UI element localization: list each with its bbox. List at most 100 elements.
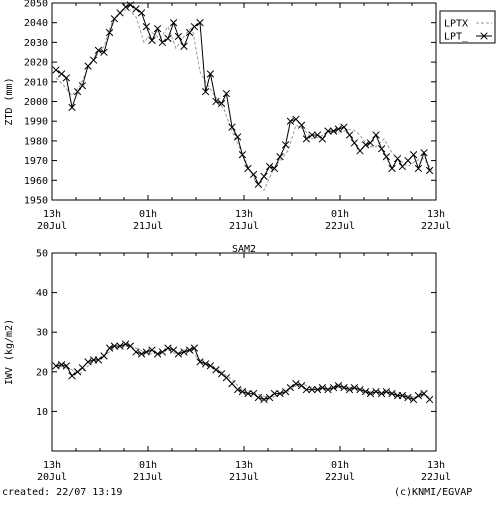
ztd-data-point: [361, 141, 370, 149]
x-marker-stroke: [158, 38, 167, 47]
x-marker-stroke: [372, 131, 380, 139]
x-marker-stroke: [334, 382, 343, 390]
iwv-data-point: [398, 391, 407, 400]
ztd-data-point: [254, 180, 263, 188]
x-marker-stroke: [206, 362, 215, 370]
x-marker-stroke: [57, 361, 66, 369]
x-marker-stroke: [132, 348, 140, 356]
x-marker-stroke: [116, 342, 124, 350]
x-marker-stroke: [414, 164, 423, 173]
ztd-data-point: [329, 127, 338, 135]
iwv-data-point: [372, 387, 380, 396]
ztd-ytick-label: 1960: [24, 176, 48, 187]
x-marker-stroke: [196, 358, 204, 366]
x-marker-stroke: [217, 99, 226, 108]
iwv-ytick-label: 40: [36, 288, 48, 299]
x-marker-stroke: [420, 389, 428, 398]
x-marker-stroke: [94, 46, 103, 54]
ztd-data-point: [324, 127, 332, 135]
x-marker-stroke: [276, 389, 284, 398]
ztd-data-point: [398, 162, 407, 171]
x-marker-stroke: [425, 166, 434, 175]
x-marker-stroke: [174, 32, 183, 41]
x-marker-stroke: [265, 162, 274, 171]
iwv-xtick-label-hour: 13h: [43, 460, 61, 471]
ztd-data-point: [57, 70, 66, 78]
ztd-y-axis-label: ZTD (mm): [4, 77, 15, 125]
x-marker-stroke: [190, 22, 199, 31]
iwv-chart-title: SAM2: [232, 244, 256, 255]
ztd-ytick-label: 2040: [24, 18, 48, 29]
iwv-data-point: [345, 385, 354, 394]
iwv-data-point: [148, 346, 156, 354]
x-marker-stroke: [308, 385, 316, 394]
x-marker-stroke: [84, 62, 92, 70]
x-marker-stroke: [126, 1, 135, 9]
iwv-data-point: [196, 358, 204, 366]
iwv-data-point: [121, 340, 130, 348]
iwv-data-point: [414, 391, 423, 400]
ztd-data-point: [73, 87, 82, 96]
x-marker-stroke: [132, 5, 140, 13]
ztd-data-point: [94, 46, 103, 54]
iwv-xtick-label-hour: 01h: [331, 460, 349, 471]
ztd-data-point: [356, 147, 364, 155]
x-marker-stroke: [180, 42, 188, 50]
iwv-ytick-label: 20: [36, 367, 48, 378]
ztd-xtick-label-date: 20Jul: [37, 221, 67, 232]
x-marker-stroke: [281, 387, 290, 396]
iwv-data-point: [270, 389, 279, 398]
ztd-xtick-label-hour: 01h: [331, 209, 349, 220]
iwv-xtick-label-date: 20Jul: [37, 472, 67, 483]
x-marker-stroke: [377, 389, 386, 398]
ztd-ytick-label: 2000: [24, 97, 48, 108]
ztd-data-point: [78, 82, 87, 90]
ztd-data-point: [404, 156, 412, 165]
x-marker-stroke: [297, 121, 306, 129]
ztd-data-point: [196, 19, 204, 27]
x-marker-stroke: [89, 56, 98, 64]
ztd-data-point: [366, 139, 375, 147]
x-marker-stroke: [409, 151, 418, 159]
ztd-data-point: [281, 141, 290, 149]
ztd-data-point: [137, 9, 146, 17]
x-marker-stroke: [254, 393, 263, 402]
x-marker-stroke: [148, 346, 156, 354]
ztd-data-point: [260, 172, 268, 181]
iwv-data-point: [265, 393, 274, 402]
ztd-data-point: [382, 153, 391, 161]
iwv-data-point: [169, 346, 178, 354]
x-marker-stroke: [78, 82, 87, 90]
iwv-data-point: [100, 352, 108, 360]
x-marker-stroke: [62, 362, 71, 370]
iwv-data-point: [334, 382, 343, 390]
iwv-data-point: [244, 389, 252, 398]
ztd-data-point: [334, 125, 343, 133]
legend-swatch-marker: [480, 32, 488, 40]
x-marker-stroke: [169, 346, 178, 354]
ztd-data-point: [185, 28, 194, 37]
ztd-data-point: [292, 115, 300, 123]
created-timestamp: created: 22/07 13:19: [2, 487, 123, 498]
x-marker-stroke: [308, 131, 316, 139]
x-marker-stroke: [174, 350, 183, 358]
x-marker-stroke: [169, 19, 178, 27]
x-marker-stroke: [249, 389, 258, 398]
x-marker-stroke: [142, 348, 151, 356]
ztd-xtick-label-hour: 13h: [43, 209, 61, 220]
x-marker-stroke: [68, 372, 76, 380]
iwv-ytick-label: 30: [36, 328, 48, 339]
ztd-data-point: [62, 74, 71, 82]
ztd-data-point: [414, 164, 423, 173]
iwv-data-point: [260, 395, 268, 404]
x-marker-stroke: [238, 387, 247, 396]
ztd-ytick-label: 1970: [24, 156, 48, 167]
legend-label: LPTX: [444, 19, 468, 30]
x-marker-stroke: [238, 151, 247, 159]
x-marker-stroke: [222, 89, 231, 98]
x-marker-stroke: [244, 389, 252, 398]
ztd-data-point: [244, 164, 252, 173]
ztd-data-point: [302, 135, 311, 143]
ztd-series-line-0: [55, 8, 433, 192]
